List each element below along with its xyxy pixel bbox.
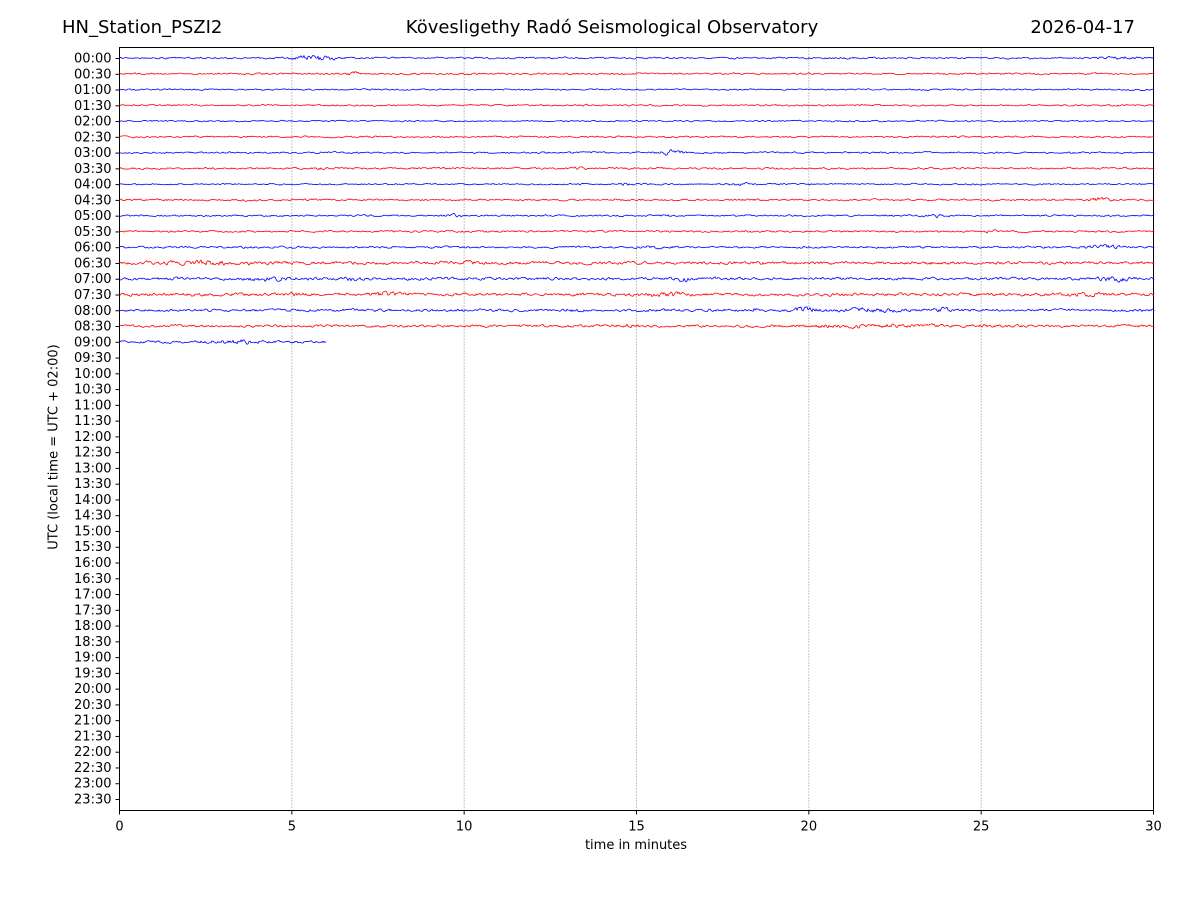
y-tick-label: 12:30 xyxy=(74,446,111,461)
y-tick-label: 22:00 xyxy=(74,745,111,760)
y-tick-label: 21:30 xyxy=(74,729,111,744)
seismo-trace-0330 xyxy=(119,166,1155,171)
seismo-trace-0700 xyxy=(119,276,1155,283)
seismo-trace-0030 xyxy=(119,71,1155,76)
x-tick-label: 10 xyxy=(456,820,473,835)
y-tick-label: 13:30 xyxy=(74,477,111,492)
x-tick-label: 20 xyxy=(801,820,818,835)
observatory-title: Kövesligethy Radó Seismological Observat… xyxy=(405,17,819,38)
y-tick-label: 00:30 xyxy=(74,67,111,82)
y-tick-label: 15:00 xyxy=(74,524,111,539)
y-tick-label: 23:00 xyxy=(74,777,111,792)
y-tick-label: 17:30 xyxy=(74,603,111,618)
y-tick-label: 03:00 xyxy=(74,146,111,161)
seismo-trace-0830 xyxy=(119,323,1155,330)
y-tick-label: 11:00 xyxy=(74,398,111,413)
seismo-trace-0300 xyxy=(119,149,1155,156)
y-tick-label: 16:00 xyxy=(74,556,111,571)
y-tick-label: 07:00 xyxy=(74,272,111,287)
seismo-trace-0500 xyxy=(119,212,1155,219)
y-tick-label: 04:00 xyxy=(74,178,111,193)
x-tick-label: 0 xyxy=(115,820,123,835)
y-tick-label: 14:30 xyxy=(74,509,111,524)
seismo-trace-0400 xyxy=(119,182,1155,187)
y-tick-label: 08:30 xyxy=(74,320,111,335)
seismo-trace-0130 xyxy=(119,103,1155,107)
y-tick-label: 06:00 xyxy=(74,241,111,256)
y-tick-label: 00:00 xyxy=(74,52,111,67)
y-tick-label: 10:00 xyxy=(74,367,111,382)
y-tick-label: 19:00 xyxy=(74,651,111,666)
x-tick-label: 30 xyxy=(1145,820,1162,835)
y-tick-label: 01:00 xyxy=(74,83,111,98)
y-tick-label: 11:30 xyxy=(74,414,111,429)
x-tick-label: 5 xyxy=(288,820,296,835)
y-tick-label: 20:00 xyxy=(74,682,111,697)
seismo-trace-0800 xyxy=(119,306,1155,314)
y-tick-label: 23:30 xyxy=(74,793,111,808)
seismo-trace-0200 xyxy=(119,119,1155,123)
x-tick-label: 25 xyxy=(973,820,990,835)
seismo-trace-0900 xyxy=(119,339,327,345)
y-tick-label: 04:30 xyxy=(74,193,111,208)
station-title: HN_Station_PSZI2 xyxy=(62,17,223,38)
y-tick-label: 09:30 xyxy=(74,351,111,366)
y-tick-label: 20:30 xyxy=(74,698,111,713)
seismo-trace-0430 xyxy=(119,196,1155,202)
seismo-trace-0530 xyxy=(119,229,1155,234)
y-tick-label: 21:00 xyxy=(74,714,111,729)
y-tick-label: 02:30 xyxy=(74,130,111,145)
seismo-trace-0630 xyxy=(119,259,1155,266)
y-axis-label: UTC (local time = UTC + 02:00) xyxy=(46,344,62,550)
seismo-trace-0000 xyxy=(119,54,1155,61)
x-axis-label: time in minutes xyxy=(584,838,688,853)
seismo-trace-0730 xyxy=(119,290,1155,298)
y-tick-label: 06:30 xyxy=(74,256,111,271)
y-tick-label: 07:30 xyxy=(74,288,111,303)
y-tick-label: 16:30 xyxy=(74,572,111,587)
y-tick-label: 08:00 xyxy=(74,304,111,319)
y-tick-label: 22:30 xyxy=(74,761,111,776)
x-tick-label: 15 xyxy=(628,820,645,835)
y-tick-label: 14:00 xyxy=(74,493,111,508)
y-tick-label: 05:00 xyxy=(74,209,111,224)
y-tick-label: 18:30 xyxy=(74,635,111,650)
y-tick-label: 10:30 xyxy=(74,383,111,398)
seismo-trace-0100 xyxy=(119,88,1155,92)
y-tick-label: 01:30 xyxy=(74,99,111,114)
y-tick-label: 13:00 xyxy=(74,461,111,476)
date-title: 2026-04-17 xyxy=(1030,17,1135,38)
y-tick-label: 09:00 xyxy=(74,335,111,350)
y-tick-label: 03:30 xyxy=(74,162,111,177)
y-tick-label: 15:30 xyxy=(74,540,111,555)
y-tick-label: 18:00 xyxy=(74,619,111,634)
y-tick-label: 02:00 xyxy=(74,115,111,130)
y-tick-label: 05:30 xyxy=(74,225,111,240)
seismo-trace-0230 xyxy=(119,135,1155,139)
y-tick-label: 19:30 xyxy=(74,666,111,681)
y-tick-label: 17:00 xyxy=(74,588,111,603)
seismo-trace-0600 xyxy=(119,244,1155,250)
y-tick-label: 12:00 xyxy=(74,430,111,445)
